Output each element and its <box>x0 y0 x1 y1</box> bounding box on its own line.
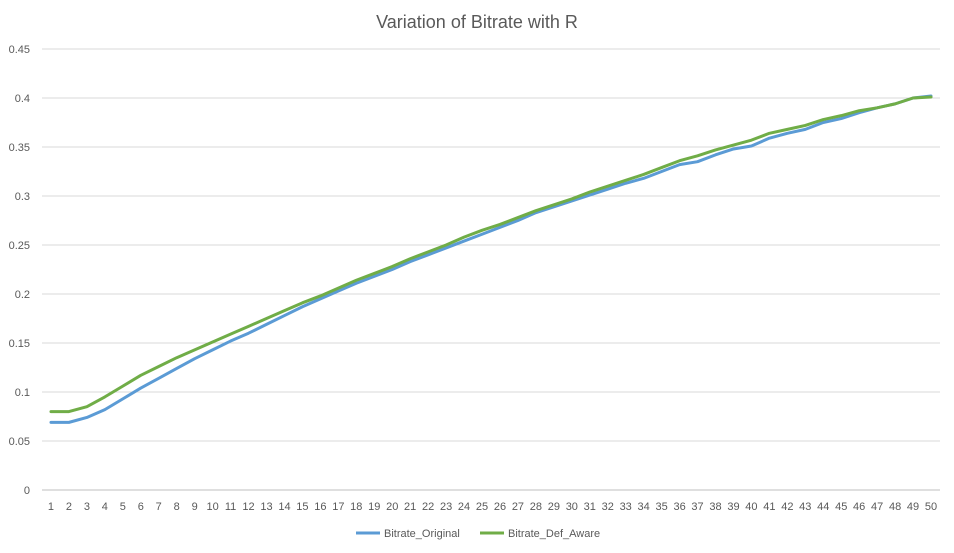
y-tick-labels: 0 0.05 0.1 0.15 0.2 0.25 0.3 0.35 0.4 0.45 <box>9 44 30 497</box>
x-tick-label: 25 <box>476 501 488 513</box>
x-tick-labels: 1 2 3 4 5 6 7 8 9 10 11 12 13 14 15 16 17 18 19 20 21 22 23 24 2… <box>48 501 937 513</box>
series-lines <box>49 94 933 424</box>
x-tick-label: 2 <box>66 501 72 513</box>
x-tick-label: 21 <box>404 501 416 513</box>
x-tick-label: 46 <box>853 501 865 513</box>
x-tick-label: 49 <box>907 501 919 513</box>
y-tick-label: 0.3 <box>15 191 30 203</box>
x-tick-label: 16 <box>314 501 326 513</box>
y-tick-label: 0.35 <box>9 142 30 154</box>
x-tick-label: 8 <box>174 501 180 513</box>
legend-label: Bitrate_Def_Aware <box>508 528 600 540</box>
x-tick-label: 29 <box>548 501 560 513</box>
x-tick-label: 41 <box>763 501 775 513</box>
x-tick-label: 39 <box>727 501 739 513</box>
x-tick-label: 32 <box>602 501 614 513</box>
x-tick-label: 34 <box>638 501 650 513</box>
x-tick-label: 22 <box>422 501 434 513</box>
y-tick-label: 0.15 <box>9 338 30 350</box>
x-tick-label: 9 <box>192 501 198 513</box>
x-tick-label: 37 <box>691 501 703 513</box>
x-tick-label: 10 <box>206 501 218 513</box>
x-tick-label: 3 <box>84 501 90 513</box>
legend-label: Bitrate_Original <box>384 528 460 540</box>
x-tick-label: 33 <box>620 501 632 513</box>
x-tick-label: 14 <box>278 501 290 513</box>
x-tick-label: 26 <box>494 501 506 513</box>
x-tick-label: 23 <box>440 501 452 513</box>
y-tick-label: 0 <box>24 485 30 497</box>
y-tick-label: 0.05 <box>9 436 30 448</box>
x-tick-label: 44 <box>817 501 829 513</box>
x-tick-label: 7 <box>156 501 162 513</box>
x-tick-label: 12 <box>242 501 254 513</box>
y-tick-label: 0.45 <box>9 44 30 56</box>
x-tick-label: 5 <box>120 501 126 513</box>
x-tick-label: 1 <box>48 501 54 513</box>
x-tick-label: 30 <box>566 501 578 513</box>
x-tick-label: 38 <box>709 501 721 513</box>
x-tick-label: 19 <box>368 501 380 513</box>
x-tick-label: 11 <box>225 501 236 513</box>
x-tick-label: 36 <box>673 501 685 513</box>
y-tick-label: 0.1 <box>15 387 30 399</box>
x-tick-label: 13 <box>260 501 272 513</box>
x-tick-label: 35 <box>655 501 667 513</box>
x-tick-label: 18 <box>350 501 362 513</box>
x-tick-label: 27 <box>512 501 524 513</box>
x-tick-label: 6 <box>138 501 144 513</box>
y-tick-label: 0.25 <box>9 240 30 252</box>
x-tick-label: 47 <box>871 501 883 513</box>
y-tick-label: 0.2 <box>15 289 30 301</box>
x-tick-label: 15 <box>296 501 308 513</box>
legend: Bitrate_Original Bitrate_Def_Aware <box>356 528 600 540</box>
x-tick-label: 17 <box>332 501 344 513</box>
x-tick-label: 43 <box>799 501 811 513</box>
x-tick-label: 45 <box>835 501 847 513</box>
x-tick-label: 48 <box>889 501 901 513</box>
x-tick-label: 40 <box>745 501 757 513</box>
gridlines <box>42 48 940 442</box>
y-tick-label: 0.4 <box>15 93 30 105</box>
x-tick-label: 50 <box>925 501 937 513</box>
x-tick-label: 4 <box>102 501 108 513</box>
chart-title: Variation of Bitrate with R <box>376 12 578 32</box>
series-line-bitrate-def-aware <box>49 95 933 414</box>
series-line-bitrate-original <box>49 94 933 424</box>
x-tick-label: 31 <box>584 501 596 513</box>
x-tick-label: 20 <box>386 501 398 513</box>
x-tick-label: 28 <box>530 501 542 513</box>
x-tick-label: 24 <box>458 501 470 513</box>
x-tick-label: 42 <box>781 501 793 513</box>
